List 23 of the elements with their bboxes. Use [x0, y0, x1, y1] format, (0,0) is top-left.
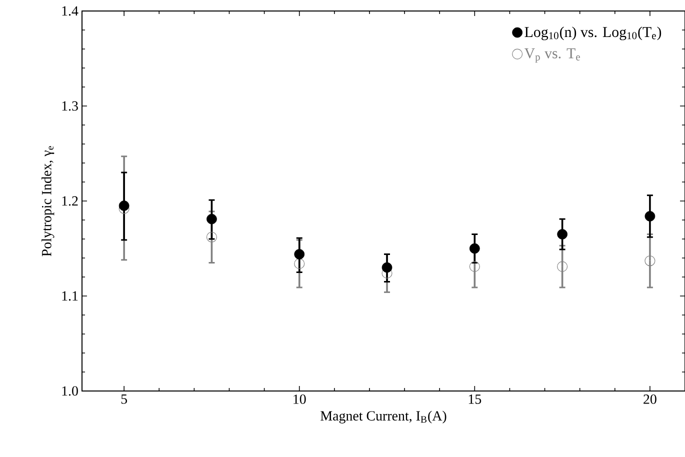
point: [644, 211, 656, 222]
x-tick-label: 10: [294, 394, 306, 404]
point: [469, 243, 480, 254]
point: [644, 256, 656, 266]
y-tick-label: 1.3: [62, 101, 78, 111]
point: [294, 249, 305, 260]
y-axis-title: Polytropic Index, γ$_{e}$: [42, 146, 54, 256]
y-tick-label: 1.2: [62, 196, 78, 206]
point: [206, 214, 217, 224]
point: [382, 262, 392, 273]
x-tick-label: 20: [644, 394, 656, 404]
y-tick-label: 1.4: [62, 6, 78, 16]
x-tick-label: 5: [121, 394, 128, 404]
point: [557, 229, 568, 240]
legend-label: Log$_{10}$(n) vs. Log$_{10}$(T$_{e}$): [524, 26, 662, 40]
legend-label: V$_{p}$ vs. T$_{e}$: [524, 48, 580, 63]
x-tick-label: 15: [468, 394, 482, 404]
point: [118, 200, 130, 211]
point: [557, 261, 568, 272]
y-tick-label: 1.1: [62, 291, 78, 301]
y-tick-label: 1.0: [62, 386, 78, 396]
point: [294, 258, 305, 269]
x-axis-title: Magnet Current, I$_{B}$(A): [320, 410, 446, 424]
